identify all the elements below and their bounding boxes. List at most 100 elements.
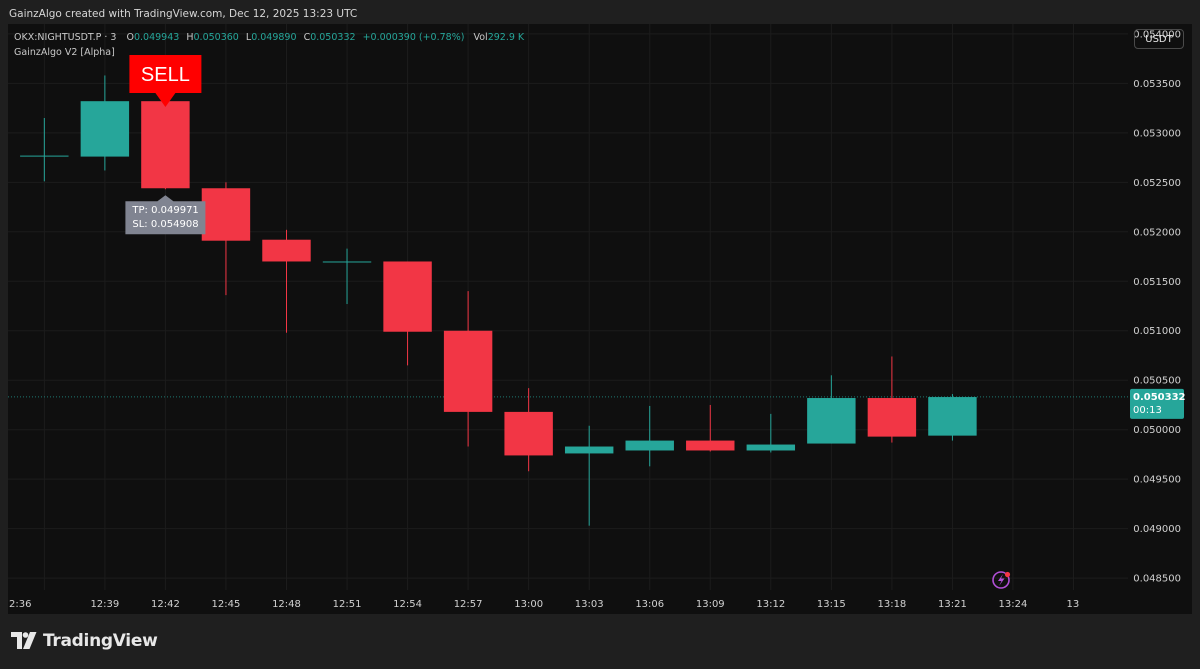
x-tick-label: 13:12 bbox=[756, 599, 785, 610]
alert-icon[interactable] bbox=[992, 571, 1011, 589]
indicator-name[interactable]: GainzAlgo V2 [Alpha] bbox=[14, 47, 115, 58]
last-price-value: 0.050332 bbox=[1133, 392, 1186, 403]
x-tick-label: 12:54 bbox=[393, 599, 422, 610]
legend-low-label: L bbox=[245, 32, 252, 43]
x-tick-label: 12:39 bbox=[90, 599, 119, 610]
candle-body bbox=[80, 101, 130, 157]
x-tick-label: 13:15 bbox=[817, 599, 846, 610]
sell-signal-label: SELL bbox=[129, 55, 202, 107]
legend-vol-label: Vol bbox=[473, 32, 488, 43]
x-tick-label: 12:45 bbox=[212, 599, 241, 610]
y-tick-label: 0.051500 bbox=[1133, 277, 1181, 288]
y-tick-label: 0.050500 bbox=[1133, 376, 1181, 387]
sell-signal-text: SELL bbox=[141, 64, 190, 86]
candle-body bbox=[20, 155, 69, 157]
x-tick-label: 12:42 bbox=[151, 599, 180, 610]
legend-close: 0.050332 bbox=[310, 32, 356, 43]
tradingview-logo-icon bbox=[11, 632, 37, 649]
candle-13:18 bbox=[867, 356, 917, 443]
tp-sl-tooltip: TP: 0.049971 SL: 0.054908 bbox=[125, 195, 206, 235]
candle-body bbox=[141, 101, 190, 189]
y-tick-label: 0.049500 bbox=[1133, 475, 1181, 486]
candle-body bbox=[928, 397, 977, 436]
candle-body bbox=[625, 440, 674, 451]
candle-13:15 bbox=[807, 375, 856, 444]
credit-text: GainzAlgo created with TradingView.com, … bbox=[9, 8, 358, 20]
legend-low: 0.049890 bbox=[251, 32, 297, 43]
legend-symbol: OKX:NIGHTUSDT.P · 3 bbox=[14, 32, 117, 43]
candle-12:57 bbox=[443, 291, 493, 447]
grid-lines bbox=[8, 24, 1128, 590]
legend-open-label: O bbox=[126, 32, 134, 43]
candle-12:45 bbox=[201, 182, 251, 296]
x-tick-label: 13:03 bbox=[575, 599, 604, 610]
legend-high-label: H bbox=[186, 32, 194, 43]
candle-body bbox=[564, 446, 614, 454]
chart-frame[interactable] bbox=[8, 24, 1192, 614]
candle-12:42 bbox=[141, 85, 190, 190]
x-tick-label: 13:00 bbox=[514, 599, 543, 610]
last-price-box bbox=[1130, 388, 1184, 419]
candle-body bbox=[867, 398, 917, 437]
candle-body bbox=[686, 440, 735, 451]
legend-close-label: C bbox=[303, 32, 311, 43]
y-tick-label: 0.049000 bbox=[1133, 524, 1181, 535]
candle-body bbox=[201, 188, 251, 241]
y-tick-label: 0.050000 bbox=[1133, 425, 1181, 436]
y-tick-label: 0.048500 bbox=[1133, 574, 1181, 585]
candle-12:36 bbox=[20, 118, 69, 182]
legend-open: 0.049943 bbox=[133, 32, 180, 43]
candle-13:03 bbox=[564, 425, 614, 526]
signal-annotations: SELL TP: 0.049971 SL: 0.054908 bbox=[125, 55, 206, 235]
x-tick-label: 13:09 bbox=[696, 599, 725, 610]
x-axis: 2:36 12:39 12:42 12:45 12:48 12:51 12:54 12:57 1… bbox=[9, 599, 1079, 610]
candle-13:12 bbox=[746, 413, 796, 453]
legend-high: 0.050360 bbox=[193, 32, 239, 43]
y-tick-label: 0.054000 bbox=[1133, 29, 1181, 40]
candle-13:21 bbox=[928, 394, 977, 441]
candle-body bbox=[807, 398, 856, 444]
tp-sl-box bbox=[125, 195, 206, 235]
candle-body bbox=[383, 261, 432, 332]
x-tick-label: 12:48 bbox=[272, 599, 301, 610]
last-price-countdown: 00:13 bbox=[1133, 405, 1162, 416]
candle-body bbox=[746, 444, 796, 451]
y-tick-label: 0.051000 bbox=[1133, 326, 1181, 337]
y-tick-label: 0.052500 bbox=[1133, 178, 1181, 189]
x-tick-label: 12:51 bbox=[333, 599, 362, 610]
last-price-label: 0.050332 00:13 bbox=[1130, 388, 1186, 419]
candle-body bbox=[504, 411, 553, 456]
y-tick-label: 0.053500 bbox=[1133, 79, 1181, 90]
candle-body bbox=[262, 239, 311, 262]
bottom-bar bbox=[0, 614, 1200, 669]
candle-13:00 bbox=[504, 388, 553, 472]
candle-12:48 bbox=[262, 229, 311, 333]
tp-text: TP: 0.049971 bbox=[131, 205, 198, 216]
y-tick-label: 0.052000 bbox=[1133, 227, 1181, 238]
candle-body bbox=[443, 330, 493, 412]
candle-12:51 bbox=[322, 248, 372, 305]
x-tick-label: 12:57 bbox=[454, 599, 483, 610]
tradingview-brand: TradingView bbox=[43, 631, 158, 651]
symbol-legend: OKX:NIGHTUSDT.P · 3 O0.049943 H0.050360 … bbox=[14, 32, 524, 43]
x-tick-label: 2:36 bbox=[9, 599, 31, 610]
sl-text: SL: 0.054908 bbox=[132, 219, 198, 230]
candles bbox=[20, 75, 977, 526]
y-tick-label: 0.053000 bbox=[1133, 128, 1181, 139]
y-axis: 0.054000 0.053500 0.053000 0.052500 0.052000… bbox=[1130, 29, 1186, 585]
candle-13:06 bbox=[625, 405, 674, 467]
legend-vol: 292.9 K bbox=[487, 32, 525, 43]
x-tick-label: 13:24 bbox=[999, 599, 1028, 610]
x-tick-label: 13 bbox=[1067, 599, 1080, 610]
candle-13:09 bbox=[686, 404, 735, 452]
candle-12:39 bbox=[80, 75, 130, 171]
currency-button[interactable]: USDT bbox=[1134, 29, 1184, 49]
tradingview-logo: TradingView bbox=[11, 631, 158, 651]
sell-signal-box bbox=[129, 55, 202, 107]
x-tick-label: 13:21 bbox=[938, 599, 967, 610]
top-bar: GainzAlgo created with TradingView.com, … bbox=[0, 0, 1200, 24]
legend-change: +0.000390 (+0.78%) bbox=[362, 32, 465, 43]
x-tick-label: 13:18 bbox=[877, 599, 906, 610]
candle-12:54 bbox=[383, 261, 432, 366]
